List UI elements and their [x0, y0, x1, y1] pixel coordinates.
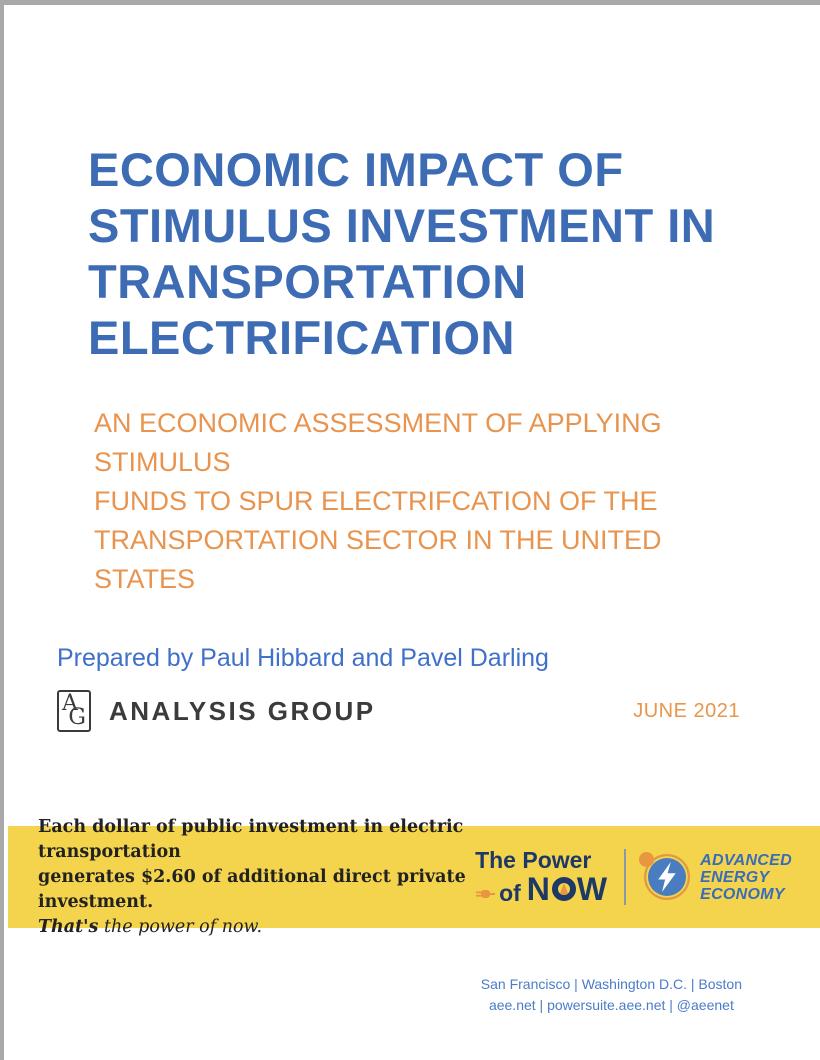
- pon-of-text: of: [499, 880, 521, 906]
- plug-icon: [475, 887, 496, 905]
- footer-cities: San Francisco | Washington D.C. | Boston: [480, 976, 742, 992]
- analysis-group-name: ANALYSIS GROUP: [109, 695, 376, 726]
- brand-row: A G ANALYSIS GROUP JUNE 2021: [57, 688, 740, 734]
- aee-wordmark: ADVANCED ENERGY ECONOMY: [700, 851, 792, 903]
- monogram-letter-g: G: [68, 705, 86, 730]
- report-date: JUNE 2021: [633, 699, 740, 722]
- logo-divider: [624, 849, 627, 905]
- footer-links: aee.net | powersuite.aee.net | @aeenet: [488, 997, 734, 1013]
- lightning-bolt-icon: [658, 862, 676, 892]
- pon-now-o-road-icon: [551, 877, 576, 901]
- aee-lightning-badge: [639, 852, 691, 900]
- window-edge-top: [0, 0, 820, 5]
- banner-line-1: Each dollar of public investment in elec…: [38, 816, 464, 862]
- report-title: ECONOMIC IMPACT OF STIMULUS INVESTMENT I…: [88, 143, 716, 364]
- report-subtitle: AN ECONOMIC ASSESSMENT OF APPLYING STIMU…: [94, 408, 662, 594]
- pon-logo-line1: The Power: [475, 847, 592, 873]
- page-footer: San Francisco | Washington D.C. | Boston…: [481, 974, 742, 1016]
- banner-statement: Each dollar of public investment in elec…: [38, 815, 475, 940]
- banner-line-3-tagline: the power of now.: [98, 916, 263, 937]
- pon-now-w: W: [576, 871, 609, 907]
- banner-line-2: generates $2.60 of additional direct pri…: [38, 866, 466, 912]
- window-edge-left: [0, 0, 4, 1060]
- highlight-banner: Each dollar of public investment in elec…: [8, 817, 820, 937]
- banner-line-3-emphasis: That's: [38, 916, 99, 937]
- pon-now-n: N: [526, 871, 551, 907]
- monogram-letter-a: A: [62, 691, 78, 716]
- prepared-by-line: Prepared by Paul Hibbard and Pavel Darli…: [57, 644, 549, 672]
- analysis-group-monogram-logo: A G: [57, 690, 91, 732]
- aee-orange-dot: [639, 852, 655, 867]
- advanced-energy-economy-logo: ADVANCED ENERGY ECONOMY: [639, 851, 792, 903]
